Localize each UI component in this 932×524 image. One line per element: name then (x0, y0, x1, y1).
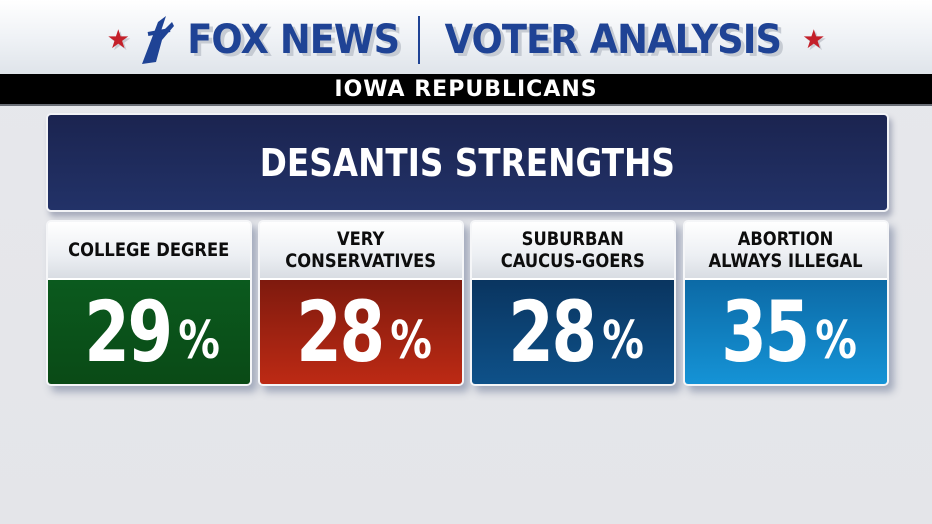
percent-sign: % (390, 311, 433, 371)
stat-cards: COLLEGE DEGREE 29% VERY CONSERVATIVES 28… (46, 220, 891, 386)
percent-sign: % (602, 311, 645, 371)
stat-card-college-degree: COLLEGE DEGREE 29% (46, 220, 252, 386)
card-label: VERY CONSERVATIVES (285, 228, 437, 272)
card-label: SUBURBAN CAUCUS-GOERS (500, 228, 646, 272)
subtitle-text: IOWA REPUBLICANS (334, 76, 598, 102)
card-value: 28 (296, 283, 386, 381)
title-panel: DESANTIS STRENGTHS (46, 113, 889, 212)
card-value-box: 28% (472, 280, 674, 384)
card-label: COLLEGE DEGREE (68, 239, 230, 261)
star-icon: ★ (106, 25, 130, 55)
percent-sign: % (178, 311, 221, 371)
header-banner: ★ FOX NEWS VOTER ANALYSIS ★ (0, 0, 932, 74)
percent-sign: % (815, 311, 858, 371)
brand-divider (418, 16, 421, 64)
stat-card-suburban-caucus-goers: SUBURBAN CAUCUS-GOERS 28% (470, 220, 676, 386)
fox-logo-icon (141, 16, 174, 64)
card-value-box: 29% (48, 280, 250, 384)
card-value: 29 (84, 283, 174, 381)
brand-row: ★ FOX NEWS VOTER ANALYSIS ★ (0, 10, 932, 70)
card-value: 35 (721, 283, 811, 381)
page-title: DESANTIS STRENGTHS (259, 140, 676, 185)
stat-card-abortion-always-illegal: ABORTION ALWAYS ILLEGAL 35% (683, 220, 889, 386)
stat-card-very-conservatives: VERY CONSERVATIVES 28% (258, 220, 464, 386)
card-value: 28 (508, 283, 598, 381)
brand-fox-news: FOX NEWS (187, 17, 400, 63)
brand-voter-analysis: VOTER ANALYSIS (444, 17, 782, 63)
card-label: ABORTION ALWAYS ILLEGAL (709, 228, 863, 272)
card-value-box: 28% (260, 280, 462, 384)
card-value-box: 35% (685, 280, 887, 384)
subtitle-bar: IOWA REPUBLICANS (0, 74, 932, 106)
star-icon: ★ (802, 25, 826, 55)
